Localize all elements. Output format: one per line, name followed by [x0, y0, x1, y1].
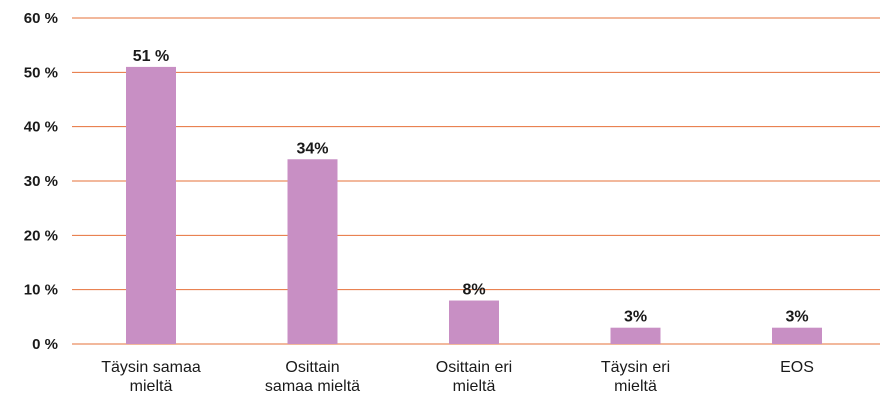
x-tick-label: Osittain samaa mieltä — [265, 359, 360, 395]
y-tick-label: 0 % — [32, 336, 58, 353]
bar — [449, 300, 499, 344]
bar — [772, 327, 822, 344]
y-tick-label: 30 % — [24, 173, 58, 190]
x-tick-label: EOS — [780, 359, 814, 376]
data-label: 3% — [785, 309, 808, 326]
data-label: 51 % — [133, 48, 169, 65]
bar — [287, 159, 338, 344]
category-labels: Täysin samaa mieltä Osittain samaa mieltä Os… — [101, 359, 814, 395]
x-tick-label: Osittain eri mieltä — [436, 359, 512, 395]
data-label: 8% — [462, 282, 485, 299]
gridlines — [72, 17, 880, 345]
bar — [126, 66, 176, 345]
y-tick-label: 20 % — [24, 227, 58, 244]
y-tick-label: 10 % — [24, 282, 58, 299]
x-tick-label: Täysin samaa mieltä — [101, 359, 201, 395]
x-tick-label: Täysin eri mieltä — [601, 359, 670, 395]
data-label: 3% — [624, 309, 647, 326]
y-tick-label: 50 % — [24, 64, 58, 81]
y-tick-label: 60 % — [24, 10, 58, 27]
bar — [610, 327, 661, 344]
data-label: 34% — [296, 140, 328, 157]
data-labels: 51 % 34% 8% 3% 3% — [133, 48, 809, 326]
y-tick-label: 40 % — [24, 119, 58, 136]
y-axis-ticks: 0 % 10 % 20 % 30 % 40 % 50 % 60 % — [24, 10, 58, 353]
bars — [126, 66, 822, 345]
